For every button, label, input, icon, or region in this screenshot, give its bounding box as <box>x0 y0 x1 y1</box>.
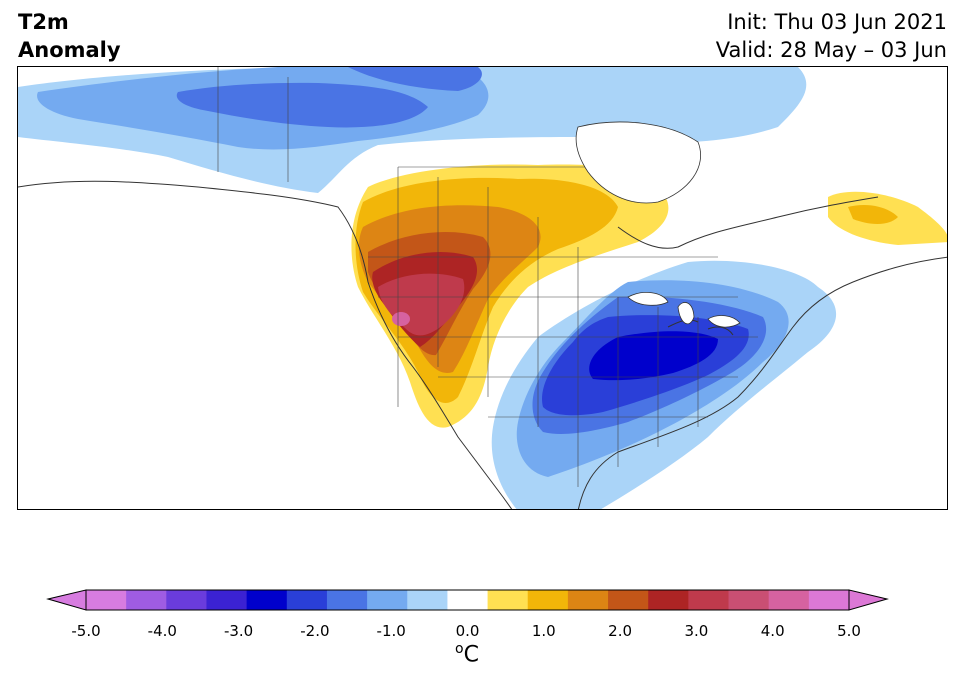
title-type: Anomaly <box>18 38 121 62</box>
colorbar-tick-label: 2.0 <box>608 622 633 640</box>
colorbar-below-arrow <box>46 589 87 611</box>
map-title: T2m Anomaly <box>18 8 121 64</box>
colorbar-tick-label: -5.0 <box>71 622 101 640</box>
unit-celsius: C <box>463 642 479 668</box>
unit-label: oC <box>455 641 479 667</box>
colorbar-bin <box>86 590 127 610</box>
colorbar-bin <box>447 590 489 610</box>
colorbar-bin <box>567 590 609 610</box>
colorbar-bin <box>808 590 850 610</box>
colorbar-tick-label: 4.0 <box>760 622 785 640</box>
warm-peak <box>392 312 410 326</box>
colorbar-bin <box>768 590 810 610</box>
colorbar-bin <box>246 590 288 610</box>
colorbar-bin <box>166 590 207 610</box>
cool-band-north <box>348 67 482 91</box>
colorbar-bin <box>527 590 569 610</box>
colorbar-svg <box>46 589 889 611</box>
state-borders <box>217 67 758 487</box>
colorbar-bin <box>648 590 689 610</box>
colorbar-bin <box>407 590 448 610</box>
quebec-warm-core <box>848 205 898 224</box>
colorbar-bin <box>608 590 649 610</box>
colorbar-bin <box>206 590 248 610</box>
colorbar-bin <box>487 590 529 610</box>
colorbar-bin <box>728 590 770 610</box>
colorbar-tick-label: 0.0 <box>455 622 480 640</box>
colorbar-bin <box>126 590 167 610</box>
map-canvas <box>18 67 947 509</box>
unit-degree: o <box>455 641 464 657</box>
cold-core <box>589 331 718 381</box>
map-dates: Init: Thu 03 Jun 2021 Valid: 28 May – 03… <box>716 8 947 64</box>
colorbar-tick-label: -1.0 <box>376 622 406 640</box>
great-lakes <box>627 292 741 328</box>
colorbar <box>0 580 959 680</box>
colorbar-tick-label: -2.0 <box>300 622 330 640</box>
colorbar-frame <box>85 589 850 611</box>
colorbar-tick-label: -3.0 <box>223 622 254 640</box>
colorbar-tick-label: 3.0 <box>684 622 709 640</box>
colorbar-tick-label: -4.0 <box>147 622 177 640</box>
colorbar-tick-label: 5.0 <box>837 622 861 640</box>
colorbar-tick-label: 1.0 <box>531 622 556 640</box>
valid-range: Valid: 28 May – 03 Jun <box>715 38 947 62</box>
title-variable: T2m <box>18 10 69 34</box>
colorbar-bin <box>326 590 368 610</box>
anomaly-map <box>17 66 948 510</box>
init-date: Init: Thu 03 Jun 2021 <box>727 10 947 34</box>
colorbar-bin <box>688 590 730 610</box>
cool-band-deep <box>176 82 428 128</box>
colorbar-bin <box>367 590 408 610</box>
colorbar-bin <box>286 590 328 610</box>
hudson-bay <box>575 121 701 204</box>
colorbar-above-arrow <box>848 589 889 611</box>
